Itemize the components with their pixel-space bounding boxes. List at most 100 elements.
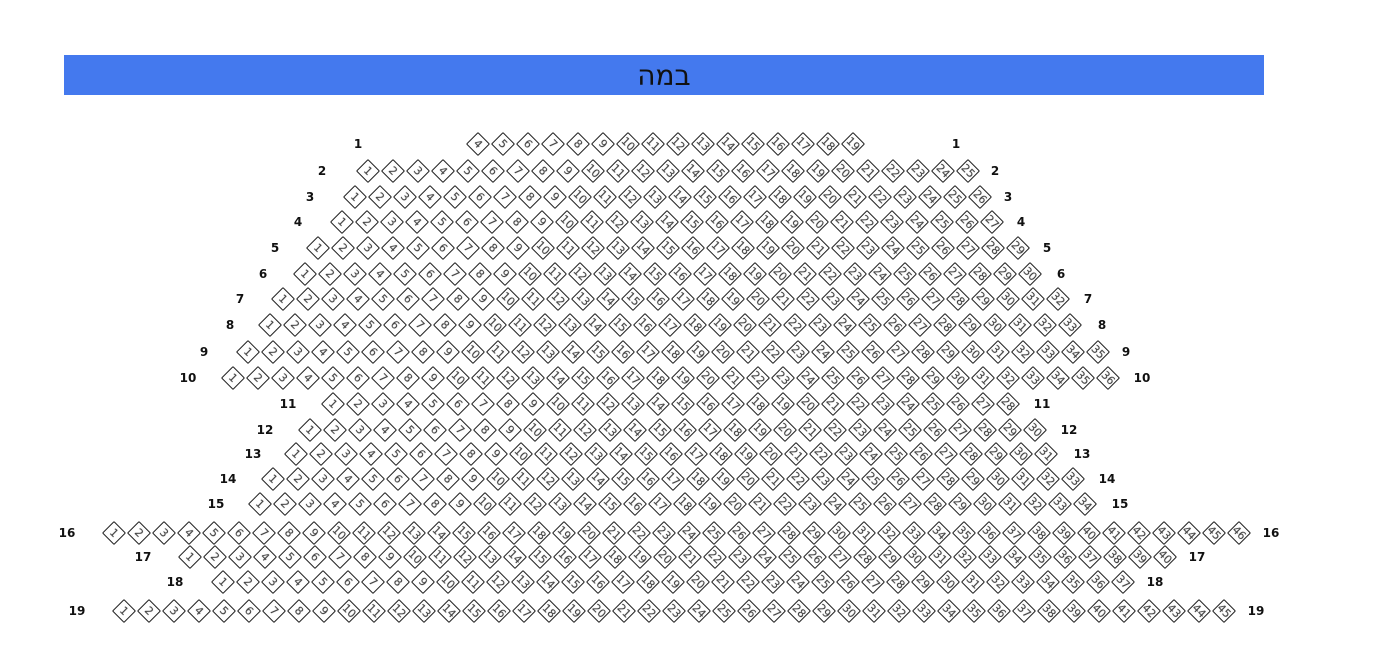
seat-row-10-26[interactable]: 26 xyxy=(845,365,871,391)
seat-row-8-6[interactable]: 6 xyxy=(382,312,408,338)
seat-row-10-4[interactable]: 4 xyxy=(295,365,321,391)
seat-row-9-1[interactable]: 1 xyxy=(235,339,261,365)
seat-row-6-10[interactable]: 10 xyxy=(517,261,543,287)
seat-row-4-21[interactable]: 21 xyxy=(829,209,855,235)
seat-row-4-15[interactable]: 15 xyxy=(679,209,705,235)
seat-row-12-15[interactable]: 15 xyxy=(647,417,673,443)
seat-row-10-16[interactable]: 16 xyxy=(595,365,621,391)
seat-row-13-2[interactable]: 2 xyxy=(308,441,334,467)
seat-row-15-1[interactable]: 1 xyxy=(247,491,273,517)
seat-row-10-15[interactable]: 15 xyxy=(570,365,596,391)
seat-row-2-18[interactable]: 18 xyxy=(780,158,806,184)
seat-row-9-31[interactable]: 31 xyxy=(985,339,1011,365)
seat-row-9-4[interactable]: 4 xyxy=(310,339,336,365)
seat-row-18-17[interactable]: 17 xyxy=(610,569,636,595)
seat-row-2-15[interactable]: 15 xyxy=(705,158,731,184)
seat-row-10-25[interactable]: 25 xyxy=(820,365,846,391)
seat-row-10-35[interactable]: 35 xyxy=(1070,365,1096,391)
seat-row-12-5[interactable]: 5 xyxy=(397,417,423,443)
seat-row-9-25[interactable]: 25 xyxy=(835,339,861,365)
seat-row-9-17[interactable]: 17 xyxy=(635,339,661,365)
seat-row-18-12[interactable]: 12 xyxy=(485,569,511,595)
seat-row-10-13[interactable]: 13 xyxy=(520,365,546,391)
seat-row-9-10[interactable]: 10 xyxy=(460,339,486,365)
seat-row-3-7[interactable]: 7 xyxy=(492,184,518,210)
seat-row-7-21[interactable]: 21 xyxy=(770,286,796,312)
seat-row-16-18[interactable]: 18 xyxy=(526,520,552,546)
seat-row-12-22[interactable]: 22 xyxy=(822,417,848,443)
seat-row-8-18[interactable]: 18 xyxy=(682,312,708,338)
seat-row-17-3[interactable]: 3 xyxy=(227,544,253,570)
seat-row-4-6[interactable]: 6 xyxy=(454,209,480,235)
seat-row-14-15[interactable]: 15 xyxy=(610,466,636,492)
seat-row-12-3[interactable]: 3 xyxy=(347,417,373,443)
seat-row-11-12[interactable]: 12 xyxy=(595,391,621,417)
seat-row-19-37[interactable]: 37 xyxy=(1011,598,1037,624)
seat-row-8-24[interactable]: 24 xyxy=(832,312,858,338)
seat-row-2-11[interactable]: 11 xyxy=(605,158,631,184)
seat-row-10-28[interactable]: 28 xyxy=(895,365,921,391)
seat-row-3-11[interactable]: 11 xyxy=(592,184,618,210)
seat-row-5-26[interactable]: 26 xyxy=(930,235,956,261)
seat-row-10-24[interactable]: 24 xyxy=(795,365,821,391)
seat-row-17-25[interactable]: 25 xyxy=(777,544,803,570)
seat-row-16-30[interactable]: 30 xyxy=(826,520,852,546)
seat-row-2-12[interactable]: 12 xyxy=(630,158,656,184)
seat-row-7-13[interactable]: 13 xyxy=(570,286,596,312)
seat-row-2-22[interactable]: 22 xyxy=(880,158,906,184)
seat-row-6-12[interactable]: 12 xyxy=(567,261,593,287)
seat-row-4-20[interactable]: 20 xyxy=(804,209,830,235)
seat-row-18-36[interactable]: 36 xyxy=(1085,569,1111,595)
seat-row-13-20[interactable]: 20 xyxy=(758,441,784,467)
seat-row-6-2[interactable]: 2 xyxy=(317,261,343,287)
seat-row-16-36[interactable]: 36 xyxy=(976,520,1002,546)
seat-row-5-8[interactable]: 8 xyxy=(480,235,506,261)
seat-row-15-26[interactable]: 26 xyxy=(872,491,898,517)
seat-row-5-19[interactable]: 19 xyxy=(755,235,781,261)
seat-row-15-2[interactable]: 2 xyxy=(272,491,298,517)
seat-row-7-15[interactable]: 15 xyxy=(620,286,646,312)
seat-row-8-17[interactable]: 17 xyxy=(657,312,683,338)
seat-row-13-25[interactable]: 25 xyxy=(883,441,909,467)
seat-row-19-6[interactable]: 6 xyxy=(236,598,262,624)
seat-row-16-10[interactable]: 10 xyxy=(326,520,352,546)
seat-row-11-25[interactable]: 25 xyxy=(920,391,946,417)
seat-row-9-3[interactable]: 3 xyxy=(285,339,311,365)
seat-row-16-17[interactable]: 17 xyxy=(501,520,527,546)
seat-row-15-5[interactable]: 5 xyxy=(347,491,373,517)
seat-row-12-23[interactable]: 23 xyxy=(847,417,873,443)
seat-row-18-30[interactable]: 30 xyxy=(935,569,961,595)
seat-row-15-17[interactable]: 17 xyxy=(647,491,673,517)
seat-row-14-19[interactable]: 19 xyxy=(710,466,736,492)
seat-row-8-28[interactable]: 28 xyxy=(932,312,958,338)
seat-row-11-18[interactable]: 18 xyxy=(745,391,771,417)
seat-row-17-39[interactable]: 39 xyxy=(1127,544,1153,570)
seat-row-10-11[interactable]: 11 xyxy=(470,365,496,391)
seat-row-10-14[interactable]: 14 xyxy=(545,365,571,391)
seat-row-3-10[interactable]: 10 xyxy=(567,184,593,210)
seat-row-16-12[interactable]: 12 xyxy=(376,520,402,546)
seat-row-6-19[interactable]: 19 xyxy=(742,261,768,287)
seat-row-9-30[interactable]: 30 xyxy=(960,339,986,365)
seat-row-2-25[interactable]: 25 xyxy=(955,158,981,184)
seat-row-14-23[interactable]: 23 xyxy=(810,466,836,492)
seat-row-7-26[interactable]: 26 xyxy=(895,286,921,312)
seat-row-18-25[interactable]: 25 xyxy=(810,569,836,595)
seat-row-19-24[interactable]: 24 xyxy=(686,598,712,624)
seat-row-9-7[interactable]: 7 xyxy=(385,339,411,365)
seat-row-18-11[interactable]: 11 xyxy=(460,569,486,595)
seat-row-13-3[interactable]: 3 xyxy=(333,441,359,467)
seat-row-10-7[interactable]: 7 xyxy=(370,365,396,391)
seat-row-17-30[interactable]: 30 xyxy=(902,544,928,570)
seat-row-10-22[interactable]: 22 xyxy=(745,365,771,391)
seat-row-3-17[interactable]: 17 xyxy=(742,184,768,210)
seat-row-15-13[interactable]: 13 xyxy=(547,491,573,517)
seat-row-17-12[interactable]: 12 xyxy=(452,544,478,570)
seat-row-6-18[interactable]: 18 xyxy=(717,261,743,287)
seat-row-17-5[interactable]: 5 xyxy=(277,544,303,570)
seat-row-5-23[interactable]: 23 xyxy=(855,235,881,261)
seat-row-1-6[interactable]: 6 xyxy=(515,131,541,157)
seat-row-18-29[interactable]: 29 xyxy=(910,569,936,595)
seat-row-14-22[interactable]: 22 xyxy=(785,466,811,492)
seat-row-16-2[interactable]: 2 xyxy=(126,520,152,546)
